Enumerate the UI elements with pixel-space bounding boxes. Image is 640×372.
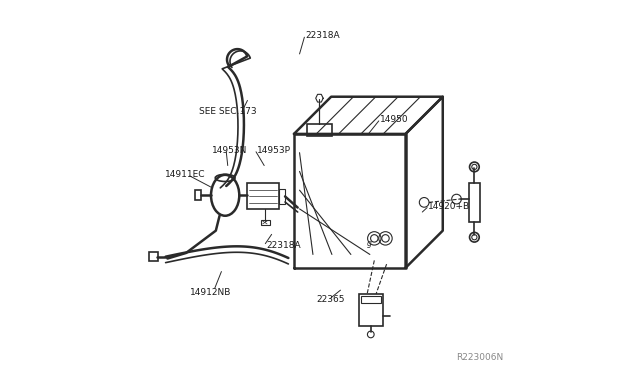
Bar (307, 124, 332, 136)
Bar (195, 190, 202, 200)
Text: 22365: 22365 (316, 295, 345, 304)
Bar (149, 252, 158, 261)
Bar (248, 183, 279, 209)
Text: 14950: 14950 (380, 115, 408, 124)
Text: 22318A: 22318A (305, 31, 340, 40)
Text: R223006N: R223006N (456, 353, 504, 362)
Text: 14920+B: 14920+B (428, 202, 470, 211)
Bar (360, 296, 381, 303)
Text: 22318A: 22318A (266, 241, 301, 250)
Bar (469, 183, 479, 222)
Text: g: g (366, 239, 371, 248)
Bar (261, 220, 269, 225)
Bar (279, 189, 285, 204)
Text: 14912NB: 14912NB (190, 288, 231, 296)
Text: 14911EC: 14911EC (164, 170, 205, 179)
Text: 14953P: 14953P (257, 146, 291, 155)
Text: SEE SEC.173: SEE SEC.173 (199, 107, 257, 116)
Bar (358, 294, 383, 326)
Text: 14953N: 14953N (212, 146, 248, 155)
